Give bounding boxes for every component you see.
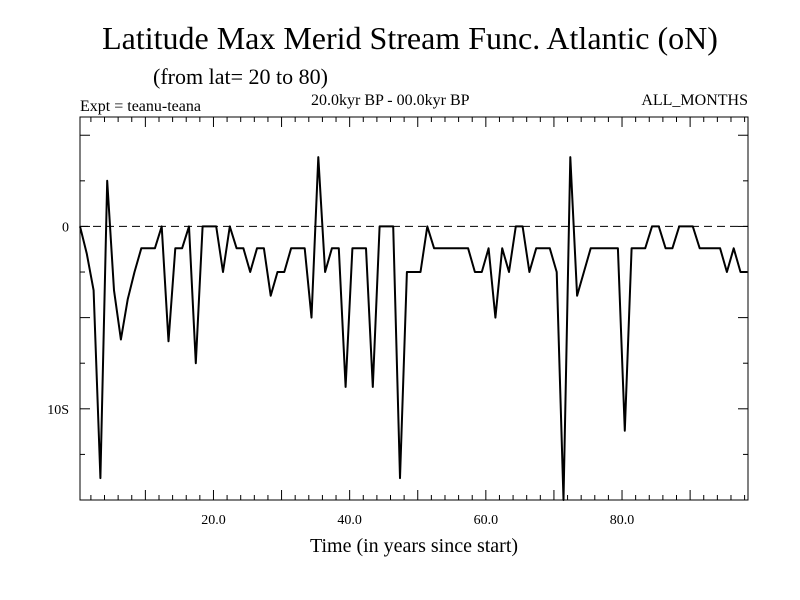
x-tick-label: 20.0 <box>201 513 226 528</box>
x-tick-label: 60.0 <box>474 513 499 528</box>
period-label: 20.0kyr BP - 00.0kyr BP <box>311 92 470 109</box>
chart-subtitle: (from lat= 20 to 80) <box>153 64 328 89</box>
y-tick-label: 0 <box>62 220 69 235</box>
plot-frame <box>79 116 749 501</box>
x-tick-label: 80.0 <box>610 513 635 528</box>
months-label: ALL_MONTHS <box>641 92 748 109</box>
series-line <box>79 156 748 501</box>
y-tick-label: 10S <box>47 403 69 418</box>
experiment-label: Expt = teanu-teana <box>80 98 201 115</box>
x-axis-label: Time (in years since start) <box>310 535 518 557</box>
chart-title: Latitude Max Merid Stream Func. Atlantic… <box>102 20 718 56</box>
x-tick-label: 40.0 <box>337 513 362 528</box>
